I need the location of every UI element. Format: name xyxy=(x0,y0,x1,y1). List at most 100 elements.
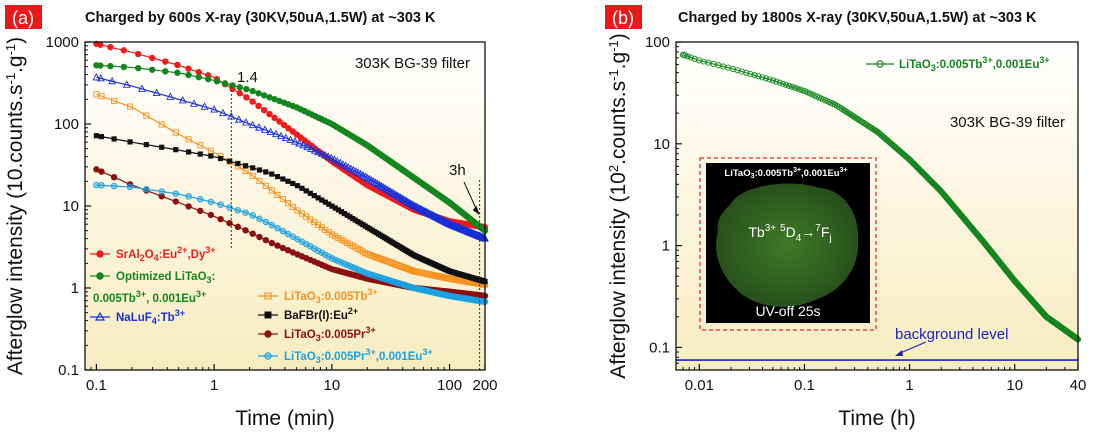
data-point-litao3-0-005tb3 xyxy=(268,187,275,194)
data-point-sral2o4-eu2-dy3 xyxy=(255,102,262,110)
panel-b: (b) Charged by 1800s X-ray (30KV,50uA,1.… xyxy=(605,5,1086,430)
x-tick-label: 1 xyxy=(905,377,913,394)
data-point-naluf4-tb3 xyxy=(382,185,391,193)
data-point-litao3-0-005pr3 xyxy=(226,219,233,227)
data-point-sral2o4-eu2-dy3 xyxy=(162,58,169,65)
data-point-naluf4-tb3 xyxy=(310,146,319,154)
data-point-litao3-0-005tb3-0-001eu3 xyxy=(782,81,789,88)
data-point-bafbr-i-eu2 xyxy=(341,210,347,217)
data-point-naluf4-tb3 xyxy=(266,127,275,136)
y-tick-label: 100 xyxy=(645,34,670,51)
data-point-sral2o4-eu2-dy3 xyxy=(266,110,273,118)
data-point-sral2o4-eu2-dy3 xyxy=(120,47,128,54)
data-point-naluf4-tb3 xyxy=(436,214,445,223)
data-point-litao3-0-005pr3 xyxy=(158,193,165,200)
data-point-litao3-0-005pr3 xyxy=(249,230,256,237)
data-point-litao3-0-005tb3-0-001eu3 xyxy=(844,109,851,116)
data-point-naluf4-tb3 xyxy=(386,187,395,195)
data-point-litao3-0-005tb3 xyxy=(98,93,105,100)
data-point-litao3-0-005tb3 xyxy=(377,255,384,262)
panel-b-filter-label: 303K BG-39 filter xyxy=(950,114,1065,131)
panel-b-title: Charged by 1800s X-ray (30KV,50uA,1.5W) … xyxy=(678,10,1037,26)
data-point-litao3-0-005tb3-0-001eu3 xyxy=(687,54,694,61)
data-point-naluf4-tb3 xyxy=(317,149,326,157)
data-point-naluf4-tb3 xyxy=(108,76,117,85)
data-point-optimized-litao3-0-005tb3-0-001eu3 xyxy=(243,85,250,93)
data-point-litao3-0-005tb3 xyxy=(284,200,292,207)
data-point-naluf4-tb3 xyxy=(439,216,448,224)
data-point-litao3-0-005tb3-0-001eu3 xyxy=(779,80,786,87)
panel-b-background-arrowhead xyxy=(895,350,903,356)
data-point-naluf4-tb3 xyxy=(438,215,447,224)
data-point-litao3-0-005pr3-0-001eu3 xyxy=(126,183,134,191)
inset-border xyxy=(699,157,877,331)
legend-b-marker xyxy=(876,60,884,68)
data-point-naluf4-tb3 xyxy=(138,84,146,92)
y-tick-label: 1 xyxy=(71,280,79,297)
data-point-naluf4-tb3 xyxy=(281,133,290,142)
legend-bafbr-text: BaFBr(I):Eu2+ xyxy=(284,306,358,322)
data-point-litao3-0-005tb3-0-001eu3 xyxy=(842,108,849,115)
data-point-litao3-0-005pr3-0-001eu3 xyxy=(207,198,215,206)
data-point-bafbr-i-eu2 xyxy=(98,134,105,140)
data-point-litao3-0-005pr3 xyxy=(185,203,192,210)
data-point-naluf4-tb3 xyxy=(371,178,380,186)
data-point-litao3-0-005pr3 xyxy=(234,223,242,231)
data-point-bafbr-i-eu2 xyxy=(299,185,305,191)
panel-b-frame xyxy=(675,41,1079,371)
data-point-naluf4-tb3 xyxy=(394,192,403,200)
panel-b-background-label: background level xyxy=(895,326,1008,343)
data-point-litao3-0-005tb3 xyxy=(111,97,118,104)
x-tick-label: 100 xyxy=(437,377,462,394)
arrow-3h xyxy=(463,181,479,213)
data-point-naluf4-tb3 xyxy=(391,190,400,198)
data-point-naluf4-tb3 xyxy=(369,177,378,185)
data-point-litao3-0-005tb3-0-001eu3 xyxy=(770,77,777,84)
panel-a-legend: SrAl2O4:Eu2+,Dy3+ Optimized LiTaO3: 0.00… xyxy=(90,245,433,365)
data-point-litao3-0-005tb3 xyxy=(371,253,378,260)
data-point-naluf4-tb3 xyxy=(286,135,295,143)
panel-b-ylabel: Afterglow intensity (102.counts.s-1.g-1) xyxy=(606,33,630,379)
data-point-litao3-0-005tb3 xyxy=(127,103,134,110)
data-point-litao3-0-005pr3 xyxy=(98,168,105,175)
legend-tb-marker xyxy=(264,292,272,300)
data-point-litao3-0-005tb3 xyxy=(197,142,204,149)
data-point-sral2o4-eu2-dy3 xyxy=(148,54,156,62)
data-point-litao3-0-005tb3 xyxy=(158,121,165,128)
data-point-litao3-0-005pr3-0-001eu3 xyxy=(234,206,242,214)
data-point-litao3-0-005tb3 xyxy=(249,172,256,179)
data-point-litao3-0-005pr3-0-001eu3 xyxy=(196,195,204,203)
data-point-litao3-0-005tb3 xyxy=(256,177,263,185)
data-point-litao3-0-005pr3-0-001eu3 xyxy=(328,255,336,262)
data-point-naluf4-tb3 xyxy=(200,102,209,110)
data-point-optimized-litao3-0-005tb3-0-001eu3 xyxy=(107,62,114,70)
data-point-naluf4-tb3 xyxy=(384,186,393,194)
panel-a-ylabel: Afterglow intensity (10.counts.s-1.g-1) xyxy=(3,37,27,375)
data-point-bafbr-i-eu2 xyxy=(322,199,328,205)
data-point-sral2o4-eu2-dy3 xyxy=(260,106,268,114)
panel-b-background-arrow xyxy=(897,341,927,355)
data-point-litao3-0-005pr3-0-001eu3 xyxy=(172,190,180,197)
data-point-naluf4-tb3 xyxy=(397,194,406,202)
legend-optimized-text: Optimized LiTaO3: xyxy=(116,271,215,285)
data-point-litao3-0-005tb3-0-001eu3 xyxy=(762,75,770,82)
data-point-litao3-0-005pr3 xyxy=(274,242,281,249)
data-point-litao3-0-005tb3-0-001eu3 xyxy=(755,73,762,80)
data-point-naluf4-tb3 xyxy=(92,72,101,81)
legend-pr-marker xyxy=(264,330,272,338)
y-tick-label: 1000 xyxy=(46,34,79,51)
x-tick-label: 10 xyxy=(1006,377,1023,394)
panel-b-label: (b) xyxy=(612,8,634,28)
data-point-optimized-litao3-0-005tb3-0-001eu3 xyxy=(249,87,256,95)
data-point-sral2o4-eu2-dy3 xyxy=(135,50,142,58)
data-point-litao3-0-005tb3 xyxy=(329,231,336,238)
data-point-litao3-0-005tb3 xyxy=(289,203,296,211)
data-point-litao3-0-005tb3 xyxy=(332,233,339,240)
data-point-litao3-0-005tb3 xyxy=(279,196,286,203)
legend-sral-marker xyxy=(96,250,104,258)
data-point-bafbr-i-eu2 xyxy=(143,142,149,148)
data-point-sral2o4-eu2-dy3 xyxy=(280,121,288,129)
data-point-litao3-0-005tb3-0-001eu3 xyxy=(847,111,854,118)
data-point-naluf4-tb3 xyxy=(440,217,449,225)
x-tick-label: 40 xyxy=(1070,377,1087,394)
